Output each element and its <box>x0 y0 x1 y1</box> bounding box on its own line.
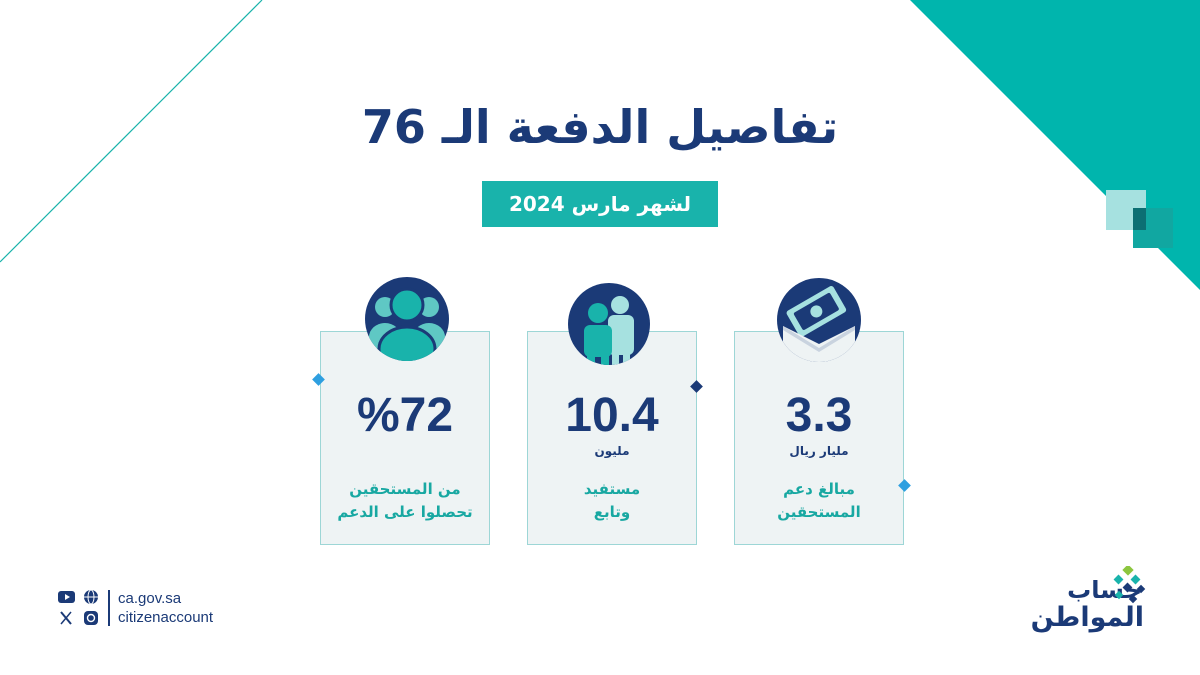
citizen-account-logo-mark <box>1113 566 1146 604</box>
beneficiaries-icon <box>568 283 650 365</box>
stat-description-line2: وتابع <box>593 503 631 521</box>
stat-description-line2: المستحقين <box>777 503 861 521</box>
social-icons-group <box>58 589 98 625</box>
stat-value: %72 <box>356 389 454 442</box>
stat-card-percentage: %72 من المستحقين تحصلوا على الدعم <box>320 331 490 545</box>
stat-description: مبالغ دعم المستحقين <box>741 478 897 524</box>
stat-description: من المستحقين تحصلوا على الدعم <box>327 478 483 524</box>
stat-card-beneficiaries: 10.4 مليون مستفيد وتابع <box>527 331 697 545</box>
money-envelope-icon <box>777 278 861 362</box>
social-handle[interactable]: citizenaccount <box>118 609 214 626</box>
footer-contact: ca.gov.sa citizenaccount <box>118 589 213 627</box>
website-link[interactable]: ca.gov.sa <box>118 590 182 607</box>
stat-description-line1: مستفيد <box>583 480 641 498</box>
stat-description-line1: من المستحقين <box>349 480 461 498</box>
stat-unit: مليون <box>594 444 630 458</box>
stat-description-line1: مبالغ دعم <box>783 480 855 498</box>
subtitle-text: لشهر مارس 2024 <box>508 192 692 216</box>
web-globe-icon[interactable] <box>84 589 98 605</box>
subtitle-badge: لشهر مارس 2024 <box>482 181 718 227</box>
page-title: تفاصيل الدفعة الـ 76 <box>361 100 839 154</box>
group-users-icon <box>365 277 449 361</box>
footer-divider <box>108 590 110 626</box>
instagram-icon[interactable] <box>84 611 98 625</box>
decorative-diagonal-line <box>0 0 263 263</box>
stat-value: 10.4 <box>565 389 659 442</box>
decorative-square-overlap <box>1133 208 1146 230</box>
logo-text-line2: المواطن <box>1030 602 1144 633</box>
stat-value: 3.3 <box>785 389 853 442</box>
stat-description: مستفيد وتابع <box>534 478 690 524</box>
stat-description-line2: تحصلوا على الدعم <box>337 503 473 521</box>
x-icon[interactable] <box>60 611 72 625</box>
stat-unit: مليار ريال <box>789 444 849 458</box>
stat-card-support-amount: 3.3 مليار ريال مبالغ دعم المستحقين <box>734 331 904 545</box>
youtube-icon[interactable] <box>58 591 75 603</box>
